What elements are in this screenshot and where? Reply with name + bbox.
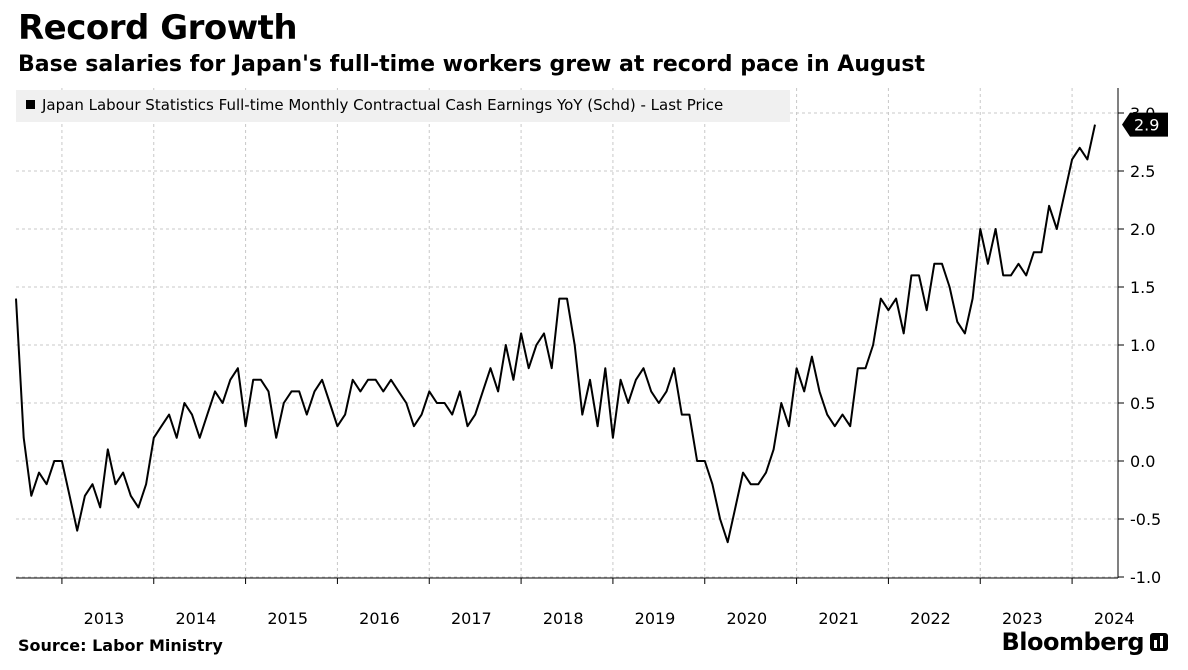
brand-logo: Bloomberg xyxy=(1002,628,1168,656)
x-tick-label: 2019 xyxy=(635,609,676,628)
y-tick-label: 0.0 xyxy=(1130,452,1155,471)
y-tick-label: -1.0 xyxy=(1130,568,1161,587)
x-tick-label: 2017 xyxy=(451,609,492,628)
x-tick-label: 2014 xyxy=(175,609,216,628)
x-tick-label: 2020 xyxy=(726,609,767,628)
legend-swatch xyxy=(26,100,35,109)
legend-label: Japan Labour Statistics Full-time Monthl… xyxy=(41,96,723,114)
x-tick-label: 2016 xyxy=(359,609,400,628)
brand-name: Bloomberg xyxy=(1002,628,1144,656)
x-tick-label: 2015 xyxy=(267,609,308,628)
x-tick-label: 2021 xyxy=(818,609,859,628)
x-tick-label: 2023 xyxy=(1002,609,1043,628)
y-tick-label: 1.0 xyxy=(1130,336,1155,355)
y-tick-label: 1.5 xyxy=(1130,278,1155,297)
y-tick-label: 2.0 xyxy=(1130,220,1155,239)
x-tick-label: 2018 xyxy=(543,609,584,628)
x-tick-label: 2024 xyxy=(1094,609,1135,628)
source-note: Source: Labor Ministry xyxy=(18,636,223,655)
series-line xyxy=(16,125,1095,543)
bloomberg-chart-icon xyxy=(1150,633,1168,651)
y-tick-label: -0.5 xyxy=(1130,510,1161,529)
y-tick-label: 0.5 xyxy=(1130,394,1155,413)
x-tick-label: 2022 xyxy=(910,609,951,628)
last-value-label: 2.9 xyxy=(1134,116,1159,135)
y-tick-label: 2.5 xyxy=(1130,162,1155,181)
x-tick-label: 2013 xyxy=(84,609,125,628)
